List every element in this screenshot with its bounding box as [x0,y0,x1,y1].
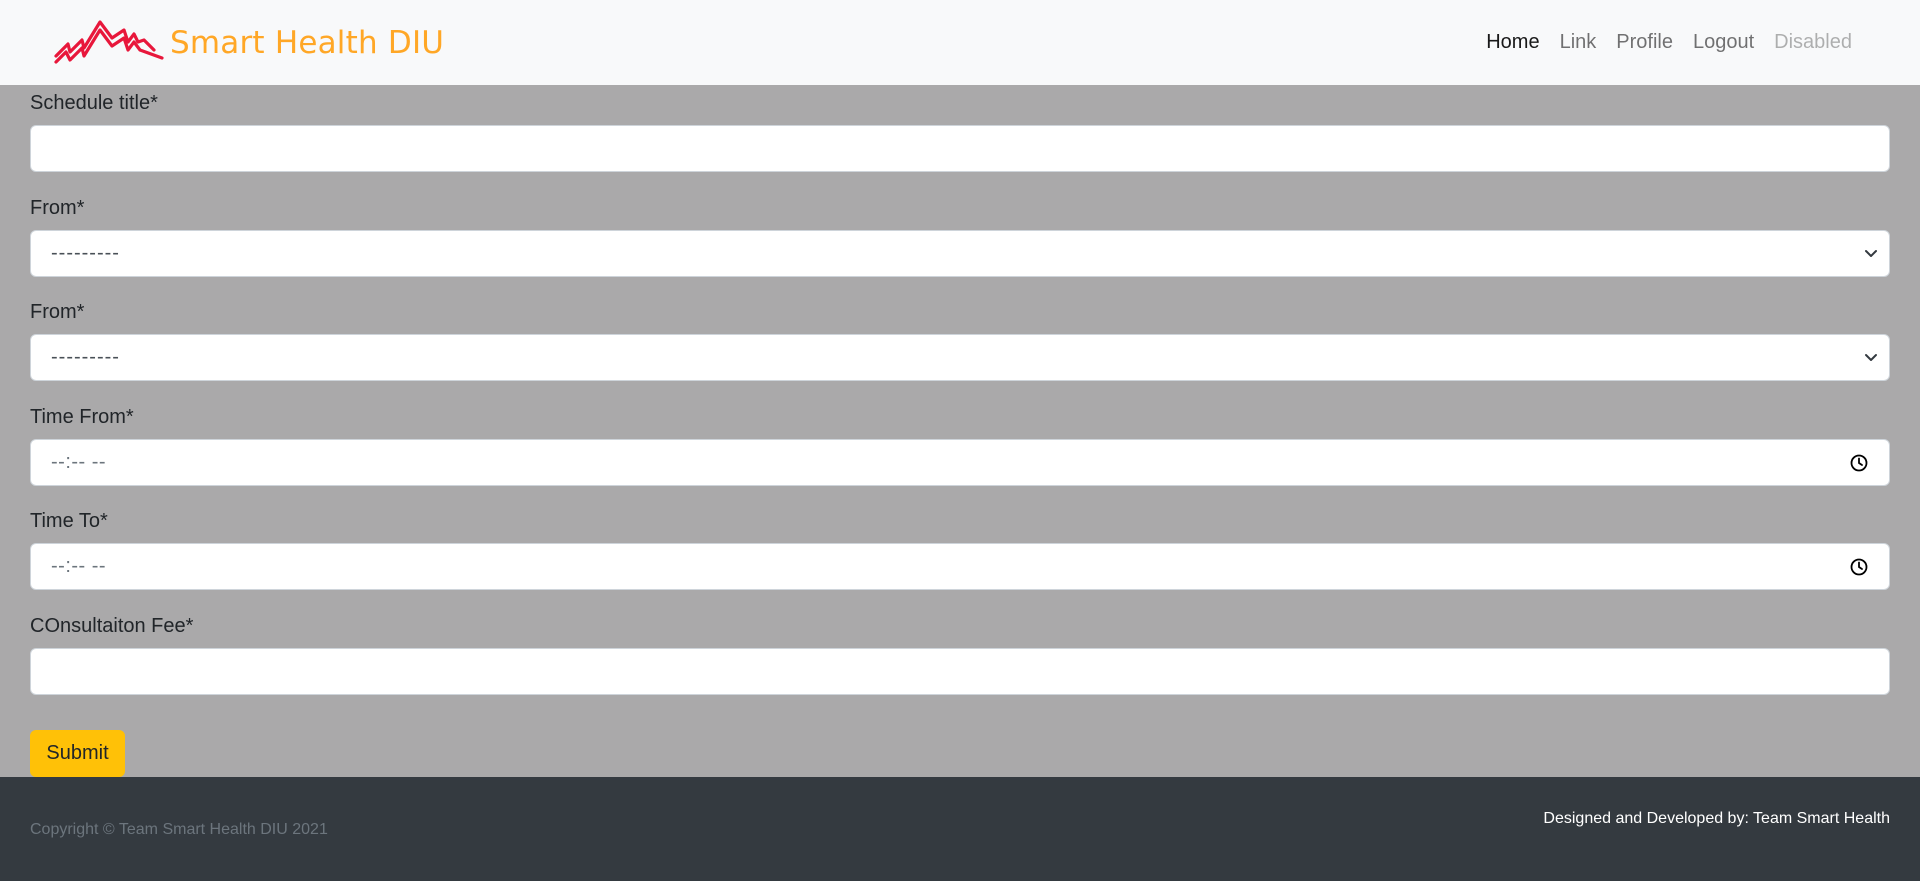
clock-icon[interactable] [1849,453,1869,473]
heartbeat-mountains-logo-icon [54,20,164,64]
submit-button[interactable]: Submit [30,730,125,777]
time-to-label: Time To* [30,510,108,532]
consultation-fee-input[interactable] [30,648,1890,695]
from-group-1: From* --------- [30,192,1890,277]
consultation-fee-group: COnsultaiton Fee* [30,610,1890,695]
from-select-1-value: --------- [51,242,120,264]
schedule-title-group: Schedule title* [30,87,1890,172]
nav-disabled-link: Disabled [1774,31,1852,53]
schedule-title-input[interactable] [30,125,1890,172]
brand-link[interactable]: Smart Health DIU [54,18,444,68]
nav-logout-link[interactable]: Logout [1693,31,1755,53]
footer: Copyright © Team Smart Health DIU 2021 D… [0,777,1920,881]
from-label-1: From* [30,197,85,219]
from-select-2[interactable]: --------- [30,334,1890,381]
nav-link-link[interactable]: Link [1559,31,1597,53]
clock-icon[interactable] [1849,557,1869,577]
credits-text: Designed and Developed by: Team Smart He… [1543,810,1890,827]
schedule-title-label: Schedule title* [30,92,158,114]
time-to-value: --:-- -- [51,555,107,577]
time-from-value: --:-- -- [51,451,107,473]
from-select-1[interactable]: --------- [30,230,1890,277]
time-to-group: Time To* --:-- -- [30,505,1890,590]
time-from-group: Time From* --:-- -- [30,401,1890,486]
navbar: Smart Health DIU Home Link Profile Logou… [0,0,1920,85]
time-to-input[interactable]: --:-- -- [30,543,1890,590]
copyright-text: Copyright © Team Smart Health DIU 2021 [30,821,328,838]
chevron-down-icon [1865,354,1877,361]
from-label-2: From* [30,301,85,323]
brand-name: Smart Health DIU [170,25,445,61]
nav-profile-link[interactable]: Profile [1616,31,1673,53]
nav-home-link[interactable]: Home [1486,31,1540,53]
time-from-input[interactable]: --:-- -- [30,439,1890,486]
schedule-form: Schedule title* From* --------- From* --… [30,85,1890,695]
nav-menu: Home Link Profile Logout Disabled [1476,0,1862,85]
from-select-2-value: --------- [51,346,120,368]
from-group-2: From* --------- [30,296,1890,381]
consultation-fee-label: COnsultaiton Fee* [30,615,194,637]
chevron-down-icon [1865,250,1877,257]
time-from-label: Time From* [30,406,134,428]
